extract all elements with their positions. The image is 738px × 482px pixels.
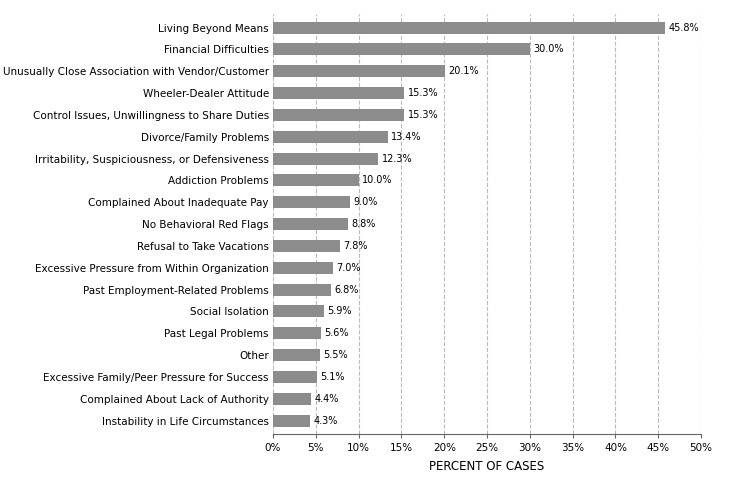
Text: 13.4%: 13.4% <box>391 132 421 142</box>
X-axis label: PERCENT OF CASES: PERCENT OF CASES <box>430 460 545 473</box>
Text: 5.1%: 5.1% <box>320 372 345 382</box>
Bar <box>273 327 321 339</box>
Bar <box>273 196 350 208</box>
Text: 7.0%: 7.0% <box>337 263 361 273</box>
Text: 30.0%: 30.0% <box>534 44 564 54</box>
Text: 4.3%: 4.3% <box>314 415 338 426</box>
Text: 45.8%: 45.8% <box>669 23 699 33</box>
Text: 5.9%: 5.9% <box>327 307 351 317</box>
Bar <box>273 371 317 383</box>
Text: 15.3%: 15.3% <box>407 110 438 120</box>
Bar <box>273 393 311 405</box>
Bar <box>273 262 333 274</box>
Text: 10.0%: 10.0% <box>362 175 393 186</box>
Bar <box>273 240 339 252</box>
Bar <box>273 349 320 361</box>
Text: 6.8%: 6.8% <box>335 285 359 295</box>
Bar <box>273 131 387 143</box>
Text: 5.5%: 5.5% <box>323 350 348 360</box>
Text: 7.8%: 7.8% <box>343 241 368 251</box>
Text: 12.3%: 12.3% <box>382 154 413 163</box>
Bar <box>273 306 323 318</box>
Text: 4.4%: 4.4% <box>314 394 339 404</box>
Bar <box>273 415 310 427</box>
Text: 20.1%: 20.1% <box>449 66 479 76</box>
Bar <box>273 218 348 230</box>
Bar <box>273 43 530 55</box>
Text: 8.8%: 8.8% <box>352 219 376 229</box>
Bar <box>273 153 379 165</box>
Text: 5.6%: 5.6% <box>325 328 349 338</box>
Bar <box>273 283 331 295</box>
Bar <box>273 174 359 187</box>
Text: 9.0%: 9.0% <box>354 197 378 207</box>
Bar <box>273 22 665 34</box>
Bar <box>273 65 445 77</box>
Bar <box>273 109 404 121</box>
Text: 15.3%: 15.3% <box>407 88 438 98</box>
Bar <box>273 87 404 99</box>
